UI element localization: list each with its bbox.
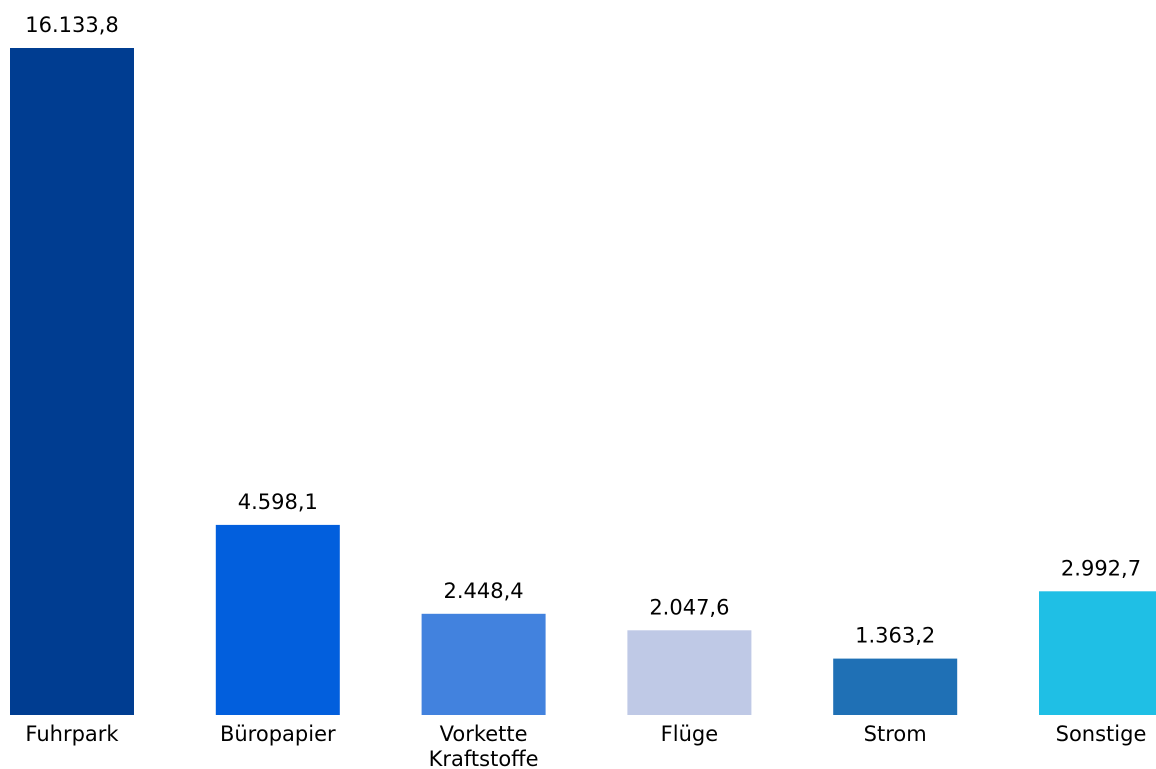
- value-label-fuhrpark: 16.133,8: [25, 13, 119, 37]
- value-label-sonstige: 2.992,7: [1061, 556, 1141, 580]
- value-label-vorkette-kraftstoffe: 2.448,4: [444, 579, 524, 603]
- value-label-fluege: 2.047,6: [649, 595, 729, 619]
- category-label-bueropapier: Büropapier: [220, 722, 336, 746]
- bar-vorkette-kraftstoffe: [421, 613, 546, 715]
- bar-bueropapier: [215, 524, 340, 715]
- bar-fuhrpark: [10, 48, 134, 715]
- category-label-fuhrpark: Fuhrpark: [25, 722, 119, 746]
- bar-fluege: [627, 630, 752, 715]
- category-label-fluege: Flüge: [661, 722, 718, 746]
- category-label-vorkette-kraftstoffe-line-2: Kraftstoffe: [429, 747, 539, 769]
- category-label-sonstige: Sonstige: [1056, 722, 1147, 746]
- bar-strom: [833, 658, 958, 715]
- value-label-strom: 1.363,2: [855, 624, 935, 648]
- bars-group: [10, 48, 1156, 715]
- category-label-vorkette-kraftstoffe-line-1: Vorkette: [440, 722, 528, 746]
- value-label-bueropapier: 4.598,1: [238, 490, 318, 514]
- category-label-strom: Strom: [864, 722, 927, 746]
- value-labels-group: 16.133,8 4.598,1 2.448,4 2.047,6 1.363,2 2.99…: [25, 13, 1141, 648]
- bar-sonstige: [1039, 591, 1156, 715]
